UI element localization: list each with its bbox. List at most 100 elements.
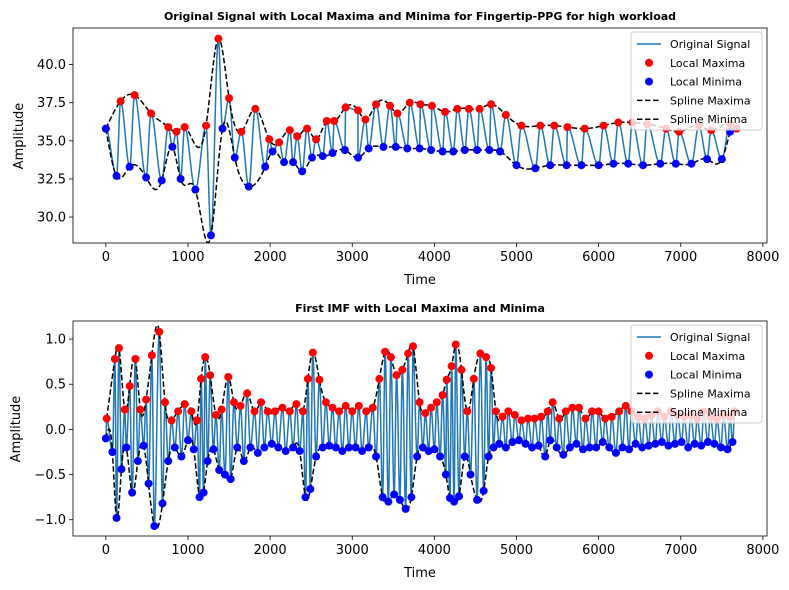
local-minimum-point [391, 142, 400, 151]
local-maximum-point [548, 398, 557, 407]
local-maximum-point [361, 115, 370, 124]
local-minimum-point [325, 441, 334, 450]
x-tick-label: 1000 [171, 543, 204, 558]
local-minimum-point [289, 158, 298, 167]
local-minimum-point [541, 452, 550, 461]
local-minimum-point [239, 457, 248, 466]
local-minimum-point [438, 147, 447, 156]
local-minimum-point [508, 438, 517, 447]
local-maximum-point [550, 121, 559, 130]
local-maximum-point [250, 407, 259, 416]
local-maximum-point [353, 106, 362, 115]
x-tick-label: 6000 [582, 543, 615, 558]
local-maximum-point [594, 407, 603, 416]
local-minimum-point [112, 513, 121, 522]
local-maximum-point [147, 109, 156, 118]
x-tick-label: 4000 [418, 543, 451, 558]
local-maximum-point [263, 407, 272, 416]
y-tick-label: 0.0 [45, 423, 66, 438]
local-minimum-point [295, 447, 304, 456]
local-minimum-point [657, 438, 666, 447]
local-maximum-point [315, 375, 324, 384]
local-minimum-point [379, 142, 388, 151]
local-maximum-point [285, 126, 294, 135]
legend: Original Signal Local Maxima Local Minima S… [630, 31, 763, 131]
local-minimum-point [684, 443, 693, 452]
local-minimum-point [651, 439, 660, 448]
local-maximum-point [201, 353, 210, 362]
local-maximum-point [404, 349, 413, 358]
local-maximum-point [236, 401, 245, 410]
local-maximum-point [341, 401, 350, 410]
y-axis-ticks: −1.0 −0.5 0.0 0.5 1.0 [34, 333, 73, 528]
local-maximum-point [438, 391, 447, 400]
local-maximum-point [214, 34, 223, 43]
local-minimum-point [562, 161, 571, 170]
local-maximum-point [330, 117, 339, 126]
chart-title: First IMF with Local Maxima and Minima [295, 302, 545, 315]
local-minimum-point [108, 447, 117, 456]
local-minimum-point [340, 145, 349, 154]
local-minimum-point [331, 443, 340, 452]
local-minimum-point [203, 457, 212, 466]
local-minimum-point [170, 443, 179, 452]
local-maximum-point [405, 98, 414, 107]
local-maximum-point [275, 138, 284, 147]
chart-panel-first-imf: First IMF with Local Maxima and Minima 0… [9, 302, 779, 581]
local-minimum-point [638, 161, 647, 170]
legend-box [630, 324, 763, 424]
local-maximum-point [375, 374, 384, 383]
local-maximum-point [457, 365, 466, 374]
local-maximum-point [243, 389, 252, 398]
local-maximum-point [130, 91, 139, 100]
local-minimum-point [455, 492, 464, 501]
local-minimum-point [703, 155, 712, 164]
y-tick-label: 1.0 [45, 333, 66, 348]
legend: Original Signal Local Maxima Local Minima S… [630, 324, 763, 424]
local-minimum-point [594, 161, 603, 170]
local-maximum-point [501, 110, 510, 119]
local-maximum-point [172, 127, 181, 136]
legend-spline-maxima: Spline Maxima [670, 94, 751, 107]
local-maximum-point [211, 410, 220, 419]
local-minimum-point [233, 443, 242, 452]
local-minimum-point [260, 443, 269, 452]
local-minimum-point [364, 144, 373, 153]
local-maximum-point [574, 403, 583, 412]
x-tick-label: 8000 [746, 543, 779, 558]
local-minimum-point [318, 443, 327, 452]
local-minimum-point [307, 153, 316, 162]
local-minimum-point [413, 452, 422, 461]
local-minimum-point [687, 159, 696, 168]
local-minimum-point [144, 479, 153, 488]
local-maximum-point [442, 375, 451, 384]
local-maximum-point [621, 401, 630, 410]
local-maximum-point [427, 403, 436, 412]
local-minimum-point [372, 452, 381, 461]
x-tick-label: 3000 [336, 250, 369, 265]
local-maximum-point [441, 107, 450, 116]
local-maximum-point [427, 101, 436, 110]
local-maximum-point [102, 414, 111, 423]
local-minimum-point [176, 174, 185, 183]
y-tick-label: 0.5 [45, 378, 66, 393]
local-minimum-point [577, 161, 586, 170]
local-minimum-point [407, 493, 416, 502]
local-minimum-point [150, 522, 159, 531]
local-minimum-point [139, 441, 148, 450]
local-minimum-point [206, 231, 215, 240]
local-maximum-point [416, 100, 425, 109]
local-maximum-point [155, 327, 164, 336]
local-minimum-point [697, 441, 706, 450]
local-maximum-point [476, 349, 485, 358]
legend-local-minima: Local Minima [670, 76, 742, 89]
local-minimum-point [656, 159, 665, 168]
local-maximum-point [312, 135, 321, 144]
local-minimum-point [664, 441, 673, 450]
local-maximum-point [125, 382, 134, 391]
local-minimum-point [496, 147, 505, 156]
local-maximum-point [469, 374, 478, 383]
local-minimum-point [191, 185, 200, 194]
local-maximum-point [487, 363, 496, 372]
